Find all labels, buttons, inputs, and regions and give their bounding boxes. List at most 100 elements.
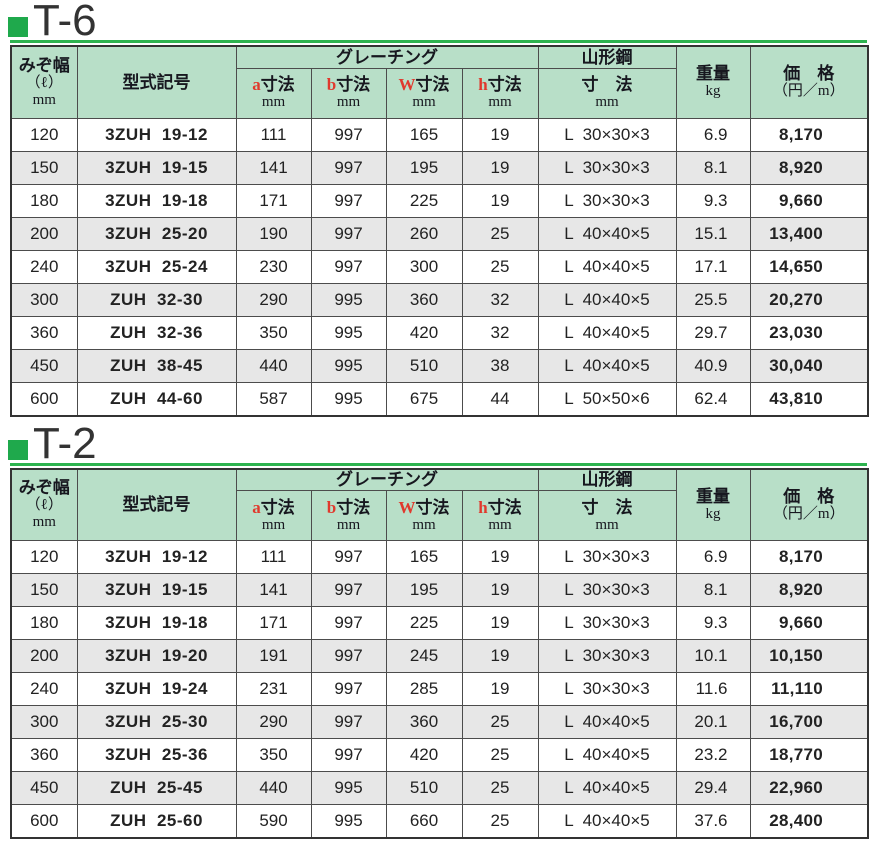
dim-b-label: 寸法 xyxy=(336,75,371,95)
dim-b-label: 寸法 xyxy=(336,497,371,517)
section-t6: T-6 みぞ幅 （ℓ） mm 型式記号 xyxy=(0,0,871,417)
dim-a-cell: 350 xyxy=(235,738,312,772)
weight-cell: 29.7 xyxy=(675,315,751,350)
dim-a-cell: 440 xyxy=(235,771,312,805)
grating-price-table-t2: みぞ幅 （ℓ） mm 型式記号 グレーチング 山形鋼 重量 xyxy=(10,467,869,839)
weight-cell: 17.1 xyxy=(675,249,751,284)
price-label: 価 格 xyxy=(783,486,835,506)
table-row: 300 3ZUH 25-30 290 997 360 25 L 40×40×5 20.1 16,… xyxy=(10,705,869,739)
dim-b-cell: 997 xyxy=(310,117,387,152)
weight-cell: 9.3 xyxy=(675,606,751,640)
table-body: 120 3ZUH 19-12 111 997 165 19 L 30×30×3 6.9 8,17… xyxy=(10,540,869,839)
header-angle-dimension: 寸 法 mm xyxy=(537,490,677,541)
angle-dimension-unit: mm xyxy=(595,516,619,533)
price-cell: 13,400 xyxy=(749,216,869,251)
dim-w-cell: 165 xyxy=(385,117,463,152)
dim-a-cell: 230 xyxy=(235,249,312,284)
dim-b-cell: 995 xyxy=(310,282,387,317)
angle-steel-cell: L 40×40×5 xyxy=(537,282,677,317)
dim-w-cell: 260 xyxy=(385,216,463,251)
dim-b-cell: 997 xyxy=(310,672,387,706)
dim-a-cell: 587 xyxy=(235,381,312,416)
weight-cell: 6.9 xyxy=(675,540,751,574)
price-label: 価 格 xyxy=(783,64,835,84)
groove-width-cell: 200 xyxy=(10,216,78,251)
groove-width-unit: mm xyxy=(32,91,56,108)
groove-width-label: みぞ幅 xyxy=(18,55,70,75)
dim-w-cell: 360 xyxy=(385,282,463,317)
header-weight: 重量 kg xyxy=(675,45,751,119)
header-groove-width: みぞ幅 （ℓ） mm xyxy=(10,468,78,541)
price-cell: 8,920 xyxy=(749,573,869,607)
dim-h-unit: mm xyxy=(488,94,512,111)
model-code-cell: 3ZUH 19-12 xyxy=(76,117,237,152)
angle-steel-cell: L 30×30×3 xyxy=(537,150,677,185)
weight-cell: 20.1 xyxy=(675,705,751,739)
model-code-cell: 3ZUH 25-30 xyxy=(76,705,237,739)
green-accent-bar xyxy=(10,462,867,466)
angle-steel-cell: L 40×40×5 xyxy=(537,738,677,772)
table-wrap: みぞ幅 （ℓ） mm 型式記号 グレーチング 山形鋼 重量 xyxy=(10,40,869,417)
dim-h-cell: 25 xyxy=(461,804,539,839)
dim-w-unit: mm xyxy=(412,94,436,111)
green-square-bullet xyxy=(8,439,28,460)
header-grating-group: グレーチング xyxy=(235,45,539,69)
table-row: 600 ZUH 44-60 587 995 675 44 L 50×50×6 62.4 43,8… xyxy=(10,381,869,416)
weight-unit: kg xyxy=(705,505,721,522)
model-code-cell: ZUH 44-60 xyxy=(76,381,237,416)
angle-steel-cell: L 30×30×3 xyxy=(537,672,677,706)
table-row: 120 3ZUH 19-12 111 997 165 19 L 30×30×3 6.9 8,17… xyxy=(10,540,869,574)
dim-b-cell: 997 xyxy=(310,216,387,251)
weight-cell: 15.1 xyxy=(675,216,751,251)
weight-label: 重量 xyxy=(696,64,730,84)
table-row: 450 ZUH 25-45 440 995 510 25 L 40×40×5 29.4 22,9… xyxy=(10,771,869,805)
weight-unit: kg xyxy=(705,83,721,100)
dim-w-cell: 510 xyxy=(385,771,463,805)
table-row: 240 3ZUH 19-24 231 997 285 19 L 30×30×3 11.6 11,… xyxy=(10,672,869,706)
dim-a-label: 寸法 xyxy=(260,75,295,95)
header-price: 価 格 （円／m） xyxy=(749,45,869,119)
groove-width-label: みぞ幅 xyxy=(18,478,70,498)
price-unit: （円／m） xyxy=(772,83,845,100)
dim-b-cell: 997 xyxy=(310,183,387,218)
header-dim-h: h寸法 mm xyxy=(461,490,539,541)
dim-w-cell: 225 xyxy=(385,606,463,640)
table-row: 180 3ZUH 19-18 171 997 225 19 L 30×30×3 9.3 9,66… xyxy=(10,606,869,640)
table-row: 240 3ZUH 25-24 230 997 300 25 L 40×40×5 17.1 14,… xyxy=(10,249,869,284)
model-code-label: 型式記号 xyxy=(122,72,191,92)
dim-a-cell: 191 xyxy=(235,639,312,673)
weight-cell: 11.6 xyxy=(675,672,751,706)
groove-width-cell: 200 xyxy=(10,639,78,673)
price-cell: 8,170 xyxy=(749,540,869,574)
dim-h-cell: 19 xyxy=(461,606,539,640)
dim-a-cell: 141 xyxy=(235,573,312,607)
price-cell: 23,030 xyxy=(749,315,869,350)
dim-h-cell: 19 xyxy=(461,183,539,218)
dim-a-cell: 171 xyxy=(235,606,312,640)
dim-b-letter: b xyxy=(326,75,337,95)
groove-width-cell: 150 xyxy=(10,150,78,185)
header-dim-h: h寸法 mm xyxy=(461,67,539,119)
section-t2: T-2 みぞ幅 （ℓ） mm 型式記号 xyxy=(0,421,871,839)
dim-h-cell: 25 xyxy=(461,771,539,805)
model-code-cell: 3ZUH 25-20 xyxy=(76,216,237,251)
header-dim-a: a寸法 mm xyxy=(235,67,312,119)
model-code-cell: 3ZUH 19-15 xyxy=(76,150,237,185)
angle-steel-cell: L 30×30×3 xyxy=(537,573,677,607)
angle-steel-cell: L 30×30×3 xyxy=(537,540,677,574)
dim-w-cell: 195 xyxy=(385,150,463,185)
weight-cell: 8.1 xyxy=(675,573,751,607)
dim-h-label: 寸法 xyxy=(487,497,522,517)
dim-w-cell: 245 xyxy=(385,639,463,673)
price-cell: 14,650 xyxy=(749,249,869,284)
header-angle-dimension: 寸 法 mm xyxy=(537,67,677,119)
header-dim-w: W寸法 mm xyxy=(385,490,463,541)
section-title-t6: T-6 xyxy=(8,0,871,43)
dim-h-cell: 32 xyxy=(461,315,539,350)
angle-steel-cell: L 40×40×5 xyxy=(537,216,677,251)
angle-steel-cell: L 40×40×5 xyxy=(537,804,677,839)
dim-b-cell: 997 xyxy=(310,738,387,772)
dim-b-cell: 995 xyxy=(310,381,387,416)
dim-b-cell: 997 xyxy=(310,150,387,185)
header-groove-width: みぞ幅 （ℓ） mm xyxy=(10,45,78,119)
